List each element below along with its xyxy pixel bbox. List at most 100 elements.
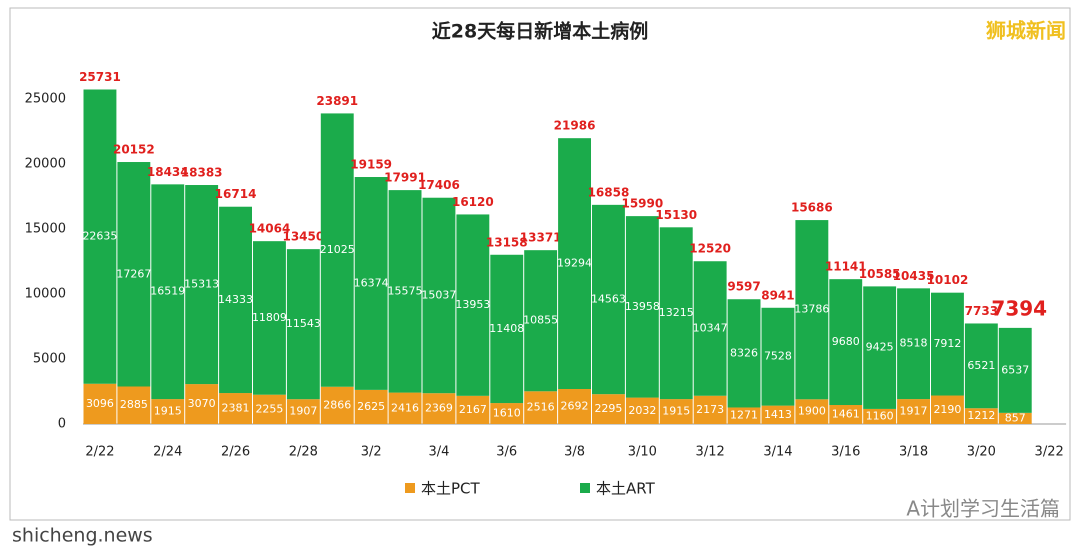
x-tick-label: 3/16 (831, 445, 860, 460)
x-tick-label: 3/8 (564, 445, 585, 460)
total-label: 12520 (689, 242, 731, 256)
total-label: 10435 (893, 269, 935, 283)
bar-segment (83, 383, 117, 424)
bar-segment (625, 397, 659, 424)
bar-segment (897, 399, 930, 424)
legend-label: 本土PCT (421, 480, 481, 498)
total-label: 13158 (486, 235, 528, 249)
bar-value-label: 11543 (286, 317, 321, 330)
bar-segment (422, 393, 456, 424)
x-tick-label: 3/4 (428, 445, 449, 460)
bar-value-label: 15575 (388, 284, 423, 297)
total-label: 7394 (991, 296, 1047, 320)
bar-value-label: 2032 (628, 404, 656, 417)
bar-segment (524, 391, 558, 424)
bar-value-label: 857 (1005, 411, 1026, 424)
bar-segment (456, 214, 490, 396)
bar-value-label: 22635 (82, 230, 117, 243)
bar-segment (592, 394, 625, 424)
bar-value-label: 2885 (120, 398, 148, 411)
bar-value-label: 16374 (354, 276, 389, 289)
bar-segment (998, 327, 1032, 413)
total-label: 7733 (965, 304, 998, 318)
total-label: 25731 (79, 70, 121, 84)
bar-value-label: 1160 (866, 409, 894, 422)
bar-value-label: 17267 (116, 267, 151, 280)
total-label: 16120 (452, 195, 494, 209)
total-label: 18434 (147, 165, 189, 179)
x-tick-label: 2/26 (221, 445, 250, 460)
x-tick-label: 3/22 (1035, 445, 1064, 460)
bar-segment (659, 399, 693, 424)
bar-value-label: 13958 (625, 300, 660, 313)
bar-value-label: 15037 (421, 288, 456, 301)
watermark: A计划学习生活篇 (906, 497, 1060, 521)
bar-segment (490, 254, 524, 404)
total-label: 21986 (554, 119, 596, 133)
total-label: 20152 (113, 143, 155, 157)
total-label: 10585 (859, 267, 901, 281)
bar-segment (863, 286, 897, 409)
x-tick-label: 3/6 (496, 445, 517, 460)
bar-segment (795, 399, 829, 424)
bar-value-label: 2625 (357, 400, 385, 413)
bar-value-label: 1900 (798, 405, 826, 418)
bar-segment (659, 227, 693, 400)
bar-value-label: 2866 (323, 398, 351, 411)
bar-segment (693, 395, 727, 424)
bar-value-label: 2167 (459, 403, 487, 416)
y-tick-label: 5000 (33, 352, 66, 367)
bar-value-label: 2381 (222, 402, 250, 415)
bar-value-label: 8518 (900, 337, 928, 350)
bar-segment (320, 113, 354, 387)
bar-value-label: 2369 (425, 402, 453, 415)
bar-value-label: 1915 (662, 405, 690, 418)
bar-value-label: 2295 (594, 402, 622, 415)
bar-segment (897, 288, 930, 400)
bar-segment (524, 250, 558, 392)
bar-value-label: 9425 (866, 341, 894, 354)
bar-value-label: 7912 (933, 337, 961, 350)
bar-segment (558, 138, 591, 390)
bar-segment (727, 407, 761, 424)
bar-segment (219, 206, 252, 394)
bar-value-label: 13215 (659, 306, 694, 319)
y-tick-label: 20000 (25, 157, 66, 172)
bar-value-label: 16519 (150, 285, 185, 298)
total-label: 13371 (520, 231, 562, 245)
bar-value-label: 21025 (320, 243, 355, 256)
total-label: 15990 (621, 197, 663, 211)
chart-title: 近28天每日新增本土病例 (432, 20, 648, 43)
total-label: 19159 (350, 158, 392, 172)
bar-segment (354, 177, 388, 390)
legend-label: 本土ART (596, 480, 656, 498)
bar-segment (219, 393, 252, 424)
bar-segment (964, 408, 998, 424)
bar-value-label: 1610 (493, 407, 521, 420)
bar-value-label: 6521 (967, 359, 995, 372)
bar-segment (761, 405, 795, 424)
bar-segment (829, 279, 863, 406)
bar-value-label: 19294 (557, 257, 592, 270)
bar-value-label: 2255 (255, 402, 283, 415)
total-label: 18383 (181, 166, 223, 180)
bar-value-label: 2416 (391, 401, 419, 414)
bar-value-label: 1212 (967, 409, 995, 422)
bar-segment (388, 190, 422, 393)
bar-segment (286, 399, 320, 424)
bar-segment (931, 292, 964, 396)
bar-value-label: 1907 (289, 405, 317, 418)
x-tick-label: 3/12 (696, 445, 725, 460)
bar-segment (151, 399, 185, 424)
legend-swatch (405, 483, 415, 493)
total-label: 10102 (927, 273, 969, 287)
y-tick-label: 25000 (25, 92, 66, 107)
bar-segment (592, 204, 625, 395)
total-label: 15686 (791, 201, 833, 215)
bar-value-label: 15313 (184, 278, 219, 291)
bar-value-label: 1917 (900, 405, 928, 418)
bar-value-label: 1413 (764, 408, 792, 421)
bar-segment (117, 386, 151, 424)
x-tick-label: 3/14 (763, 445, 792, 460)
bar-value-label: 1271 (730, 409, 758, 422)
